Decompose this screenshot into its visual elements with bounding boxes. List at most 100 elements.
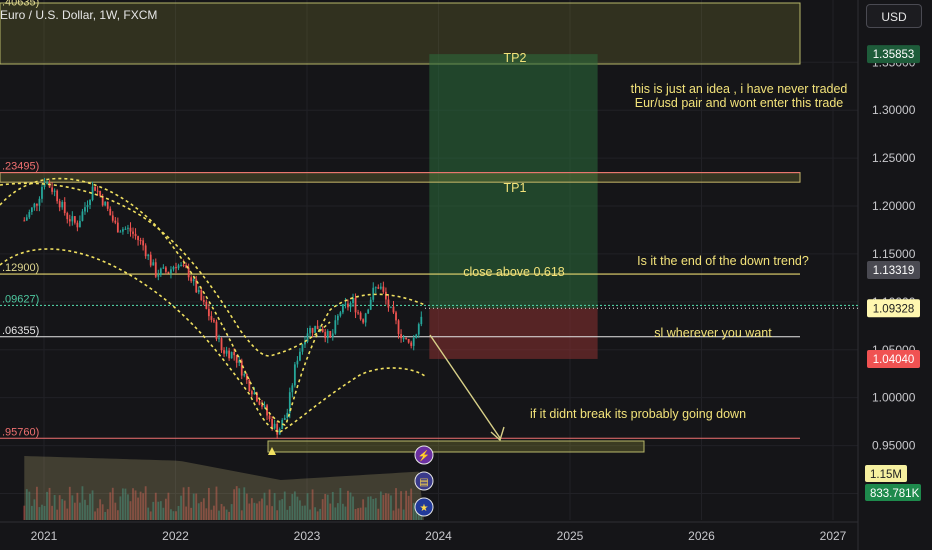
currency-button[interactable]: USD xyxy=(866,4,922,28)
volume-bar xyxy=(99,499,102,520)
candle-body xyxy=(256,392,258,402)
volume-bar xyxy=(377,508,380,520)
candle-body xyxy=(352,297,354,303)
time-tick-label: 2027 xyxy=(820,529,847,543)
volume-badge xyxy=(865,465,907,482)
volume-bar xyxy=(342,503,344,520)
volume-bar xyxy=(278,500,281,520)
time-axis[interactable]: 2021 2022 2023 2024 2025 2026 2027 xyxy=(31,529,847,543)
volume-bar xyxy=(73,502,76,520)
volume-bar xyxy=(271,506,274,520)
price-badge-label: 1.13319 xyxy=(873,265,915,277)
candle-body xyxy=(137,236,139,241)
candle-body xyxy=(23,220,26,222)
candle-body xyxy=(228,350,231,359)
candle-body xyxy=(202,300,205,302)
candle-body xyxy=(349,302,352,308)
volume-bar xyxy=(192,493,195,520)
volume-bar xyxy=(36,486,38,520)
idea-note-line2: Eur/usd pair and wont enter this trade xyxy=(635,96,844,110)
price-axis[interactable]: 1.350001.300001.250001.200001.150001.100… xyxy=(865,45,921,501)
volume-bar xyxy=(263,492,266,520)
candle-body xyxy=(296,360,299,365)
trend-arrow-head xyxy=(490,426,505,442)
candle-body xyxy=(94,186,96,191)
candle-body xyxy=(324,332,327,339)
volume-bar xyxy=(132,488,134,520)
volume-bar xyxy=(157,501,160,520)
fib-level-label: .95760) xyxy=(2,426,39,438)
volume-layer xyxy=(23,456,425,520)
candle-body xyxy=(407,338,410,343)
volume-badge-label: 833.781K xyxy=(870,488,920,500)
time-tick-label: 2022 xyxy=(162,529,189,543)
volume-bar xyxy=(228,511,231,520)
candle-body xyxy=(339,312,342,316)
volume-bar xyxy=(127,494,129,520)
candle-body xyxy=(412,337,415,346)
volume-bar xyxy=(154,492,157,520)
candle-body xyxy=(132,231,134,234)
candle-body xyxy=(61,201,64,208)
candle-body xyxy=(359,312,362,320)
volume-bar xyxy=(94,511,96,520)
candle-body xyxy=(213,319,215,322)
volume-bar xyxy=(362,499,365,520)
candle-body xyxy=(374,287,377,289)
candle-body xyxy=(162,267,165,269)
candle-body xyxy=(420,316,423,325)
candle-body xyxy=(220,338,223,351)
volume-bar xyxy=(58,495,61,520)
volume-bar xyxy=(91,490,94,520)
middle-channel xyxy=(0,182,331,357)
volume-bar xyxy=(84,499,86,520)
candle-body xyxy=(306,333,309,342)
labels-layer: TP2 TP1 this is just an idea , i have ne… xyxy=(463,51,847,421)
volume-bar xyxy=(364,507,367,520)
candle-body xyxy=(400,334,402,339)
candle-body xyxy=(354,297,357,313)
candle-body xyxy=(76,222,79,228)
candle-body xyxy=(154,262,157,277)
candle-body xyxy=(215,321,218,340)
volume-bar xyxy=(344,506,347,520)
candle-body xyxy=(321,328,324,333)
volume-bar xyxy=(175,511,177,520)
candle-body xyxy=(127,227,129,229)
volume-bar xyxy=(397,508,400,520)
candle-body xyxy=(104,201,107,206)
volume-bar xyxy=(114,502,117,520)
volume-bar xyxy=(273,493,276,520)
volume-bar xyxy=(185,506,188,520)
volume-bar xyxy=(202,498,205,520)
candle-body xyxy=(329,330,332,338)
candle-body xyxy=(63,201,66,214)
fib-level-label: .40635) xyxy=(2,0,39,8)
candle-body xyxy=(89,199,91,205)
event-icons: ⚡ ▤ ★ xyxy=(414,445,434,517)
loss-zone xyxy=(429,308,598,359)
volume-bar xyxy=(25,489,28,520)
candle-body xyxy=(364,313,367,323)
volume-bar xyxy=(43,505,46,520)
lower-channel-right xyxy=(279,367,426,433)
candle-body xyxy=(316,325,319,330)
candle-body xyxy=(233,352,236,356)
candle-body xyxy=(331,333,334,338)
candle-body xyxy=(190,277,193,282)
candle-body xyxy=(200,289,203,301)
volume-bar xyxy=(106,509,109,520)
volume-bar xyxy=(240,510,243,520)
candle-body xyxy=(379,286,382,289)
candle-body xyxy=(326,330,329,339)
tp2-label: TP2 xyxy=(504,51,527,65)
candle-body xyxy=(309,327,311,334)
volume-bar xyxy=(405,490,408,520)
volume-bar xyxy=(137,497,139,520)
volume-bar xyxy=(233,489,236,520)
candle-body xyxy=(86,204,89,208)
candle-body xyxy=(175,266,177,269)
volume-bar xyxy=(261,498,263,520)
fib-labels: .40635) .23495) .12900) .09627) .06355) .9576… xyxy=(2,0,39,438)
